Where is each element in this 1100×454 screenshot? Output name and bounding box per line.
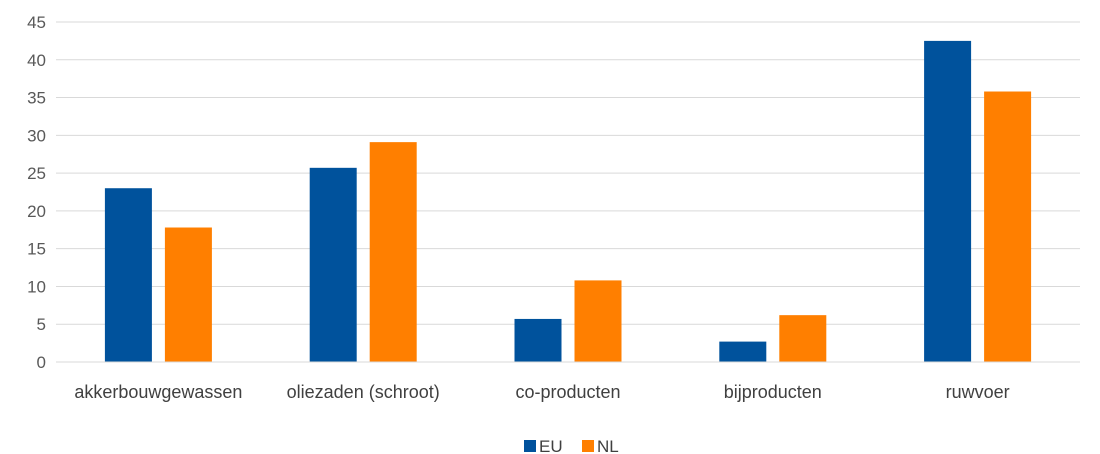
legend: EU NL <box>524 437 619 454</box>
y-tick-label: 30 <box>27 126 46 145</box>
y-axis-tick-labels: 0 5 10 15 20 25 30 35 40 45 <box>27 13 46 372</box>
bar-nl <box>984 91 1032 362</box>
legend-swatch-nl <box>582 440 594 452</box>
legend-label-eu: EU <box>539 437 563 454</box>
x-category-label: akkerbouwgewassen <box>74 382 242 402</box>
y-tick-label: 40 <box>27 51 46 70</box>
x-category-label: oliezaden (schroot) <box>287 382 440 402</box>
bar-nl <box>779 315 827 362</box>
y-tick-label: 15 <box>27 240 46 259</box>
bar-eu <box>719 341 767 362</box>
bars <box>104 40 1032 363</box>
bar-eu <box>514 318 562 362</box>
bar-eu <box>924 40 972 363</box>
bar-eu <box>104 188 152 362</box>
gridlines <box>56 21 1080 325</box>
y-tick-label: 25 <box>27 164 46 183</box>
y-tick-label: 0 <box>37 353 46 372</box>
y-tick-label: 5 <box>37 315 46 334</box>
bar-nl <box>574 280 622 362</box>
y-tick-label: 35 <box>27 89 46 108</box>
x-category-label: bijproducten <box>724 382 822 402</box>
x-axis-category-labels: akkerbouwgewassen oliezaden (schroot) co-p… <box>74 382 1009 402</box>
x-category-label: co-producten <box>515 382 620 402</box>
x-category-label: ruwvoer <box>946 382 1010 402</box>
bar-eu <box>309 167 357 362</box>
bar-nl <box>369 142 417 362</box>
legend-swatch-eu <box>524 440 536 452</box>
y-tick-label: 45 <box>27 13 46 32</box>
y-tick-label: 20 <box>27 202 46 221</box>
y-tick-label: 10 <box>27 277 46 296</box>
bar-nl <box>164 227 212 362</box>
legend-label-nl: NL <box>597 437 619 454</box>
